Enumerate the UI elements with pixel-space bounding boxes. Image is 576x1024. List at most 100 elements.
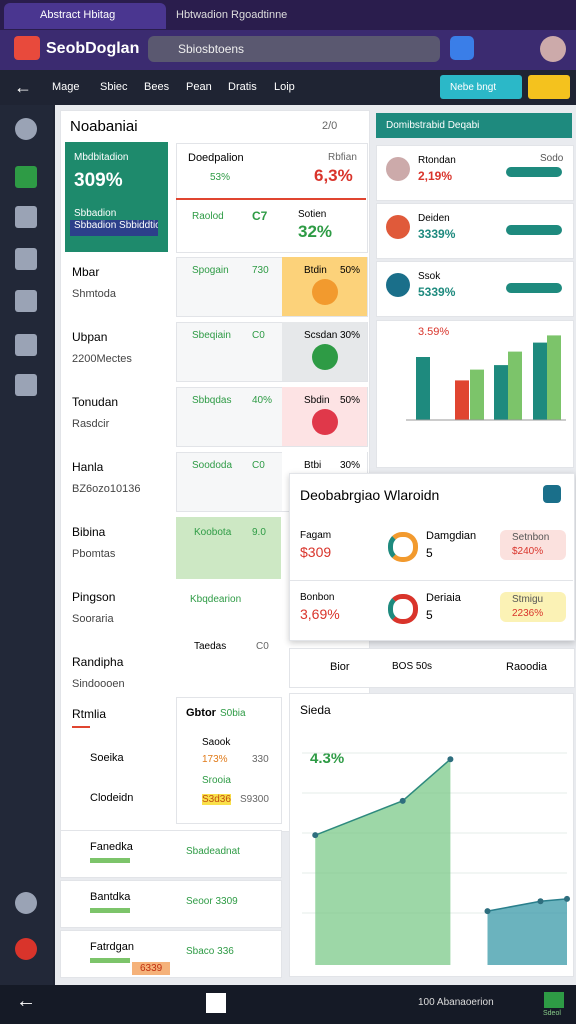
icon[interactable]: [543, 485, 561, 503]
sidebar-icon[interactable]: [15, 374, 37, 396]
badge: 6339: [132, 962, 171, 975]
progress: [90, 908, 130, 913]
button[interactable]: [450, 36, 474, 60]
nav-item[interactable]: Sbiec: [100, 81, 128, 93]
nav-item[interactable]: Mage: [52, 81, 80, 93]
count: 5: [426, 546, 433, 560]
value: 9.0: [252, 527, 266, 538]
nav-item[interactable]: Pean: [186, 81, 212, 93]
label: Sbdin: [304, 395, 330, 406]
label: Spogain: [192, 265, 229, 276]
button[interactable]: [440, 75, 522, 99]
value: C0: [252, 460, 265, 471]
label: Btdin: [304, 265, 327, 276]
value: 3339%: [418, 227, 456, 241]
icon: [312, 344, 338, 370]
sidebar-icon[interactable]: [15, 290, 37, 312]
row-title: Rtmlia: [72, 707, 107, 721]
title: Deiden: [418, 213, 450, 224]
button[interactable]: Sbbadion Sbbiddtion: [70, 220, 158, 236]
search-box[interactable]: [148, 36, 440, 62]
bar: [533, 342, 547, 420]
label: Srooia: [202, 775, 231, 786]
label: Btbi: [304, 460, 322, 471]
taskbar: [0, 985, 576, 1024]
accent: [72, 726, 90, 728]
start[interactable]: [206, 993, 226, 1013]
chart-title: Sieda: [300, 703, 331, 717]
label: Sbeqiain: [192, 330, 231, 341]
row-value: Sbaco 336: [186, 946, 234, 957]
value: S9300: [240, 794, 269, 805]
tab[interactable]: [4, 3, 166, 29]
point: [537, 898, 544, 905]
avatar[interactable]: [540, 36, 566, 62]
divider: [289, 580, 573, 581]
point: [484, 908, 491, 915]
popup-title: Deobabrgiao Wlaroidn: [300, 487, 440, 503]
value: 50%: [340, 265, 361, 276]
sidebar-icon[interactable]: [15, 892, 37, 914]
icon: [386, 157, 410, 181]
row: [60, 930, 282, 978]
value: 330: [252, 754, 269, 765]
row-title: Tonudan: [72, 395, 119, 409]
row-value: Sbadeadnat: [186, 846, 240, 857]
icon: [386, 273, 410, 297]
logo-icon: [14, 36, 40, 60]
chart-value: 3.59%: [418, 326, 450, 338]
sidebar-icon[interactable]: [15, 118, 37, 140]
panel-title: Noabaniai: [70, 118, 138, 135]
icon: [386, 215, 410, 239]
label: Bior: [330, 661, 350, 673]
sidebar-icon[interactable]: [15, 248, 37, 270]
sidebar: [0, 105, 53, 985]
value: 32%: [298, 222, 333, 241]
value: 173%: [202, 754, 228, 765]
row-title: Bantdka: [90, 891, 131, 903]
label: Saook: [202, 737, 231, 748]
label: Gbtor: [186, 707, 216, 719]
row-title: Fanedka: [90, 841, 133, 853]
label: Sbbqdas: [192, 395, 232, 406]
area: [487, 898, 567, 965]
area-chart: [302, 752, 570, 965]
divider: [176, 198, 366, 200]
sidebar-icon[interactable]: [15, 938, 37, 960]
donut: [388, 532, 418, 562]
nav-item[interactable]: Loip: [274, 81, 295, 93]
tag-value: 2236%: [512, 608, 544, 619]
label: Kbqdearion: [190, 594, 242, 605]
value: 50%: [340, 395, 361, 406]
label: Scsdan: [304, 330, 338, 341]
sidebar-icon[interactable]: [15, 334, 37, 356]
button[interactable]: [528, 75, 570, 99]
nav-item[interactable]: Dratis: [228, 81, 257, 93]
back-arrow[interactable]: ←: [14, 77, 32, 97]
sidebar-icon[interactable]: [15, 166, 37, 188]
point: [312, 832, 319, 839]
bar: [508, 351, 522, 420]
count: 5: [426, 608, 433, 622]
change: 53%: [210, 172, 231, 183]
value: 309%: [74, 170, 123, 191]
tile: [176, 517, 281, 579]
value: 30%: [340, 460, 361, 471]
tab-title[interactable]: Hbtwadion Rgoadtinne: [176, 9, 288, 21]
search-text: Sbiosbtoens: [178, 42, 245, 56]
row: [60, 830, 282, 878]
bar-chart: [406, 335, 566, 421]
label: Fagam: [300, 530, 332, 541]
sidebar-icon[interactable]: [15, 206, 37, 228]
tag: Setnbon: [512, 532, 550, 543]
app-icon[interactable]: [544, 992, 564, 1008]
nav-item[interactable]: Bees: [144, 81, 170, 93]
value: S0bia: [220, 708, 246, 719]
icon: [312, 279, 338, 305]
item: Clodeidn: [90, 792, 134, 804]
bar: [455, 380, 469, 420]
label: Taedas: [194, 641, 227, 652]
back[interactable]: ←: [16, 990, 36, 1012]
row-title: Bibina: [72, 525, 106, 539]
value: 2,19%: [418, 169, 453, 183]
